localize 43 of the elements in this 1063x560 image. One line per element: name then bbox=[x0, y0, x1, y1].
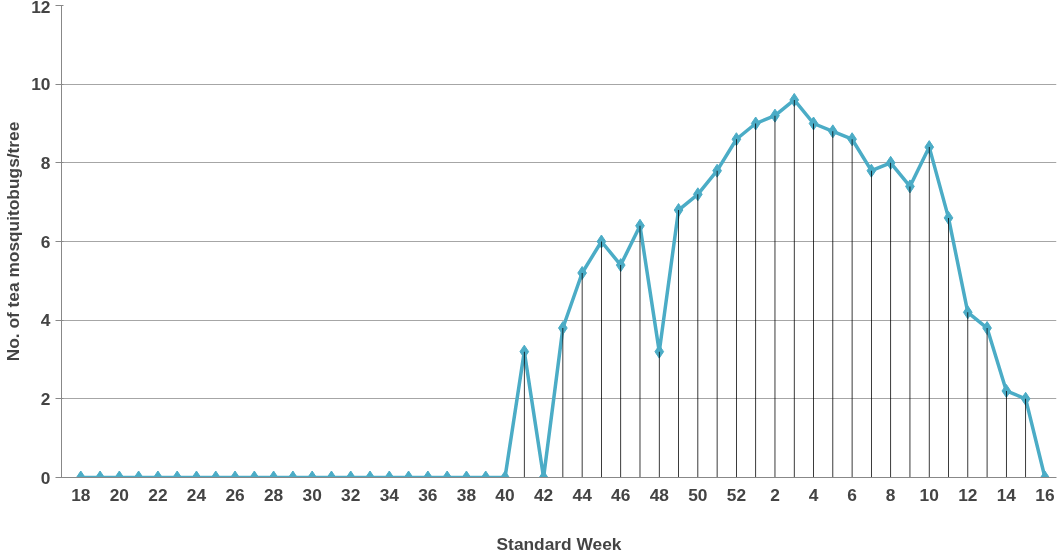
x-tick-label: 34 bbox=[379, 484, 400, 505]
x-tick-label: 10 bbox=[919, 484, 939, 505]
point bbox=[885, 155, 896, 170]
y-tick-label: 4 bbox=[40, 310, 51, 331]
x-tick-label: 36 bbox=[418, 484, 438, 505]
point bbox=[1001, 383, 1012, 398]
point bbox=[750, 116, 761, 131]
y-tick-label: 0 bbox=[40, 467, 51, 488]
point bbox=[943, 210, 954, 225]
x-tick-label: 8 bbox=[885, 484, 896, 505]
x-tick-label: 20 bbox=[109, 484, 129, 505]
y-tick-label: 8 bbox=[40, 152, 51, 173]
y-tick-label: 2 bbox=[40, 388, 51, 409]
x-tick-label: 24 bbox=[186, 484, 207, 505]
x-tick-label: 28 bbox=[263, 484, 284, 505]
y-tick-label: 12 bbox=[31, 0, 51, 17]
x-tick-label: 12 bbox=[958, 484, 978, 505]
x-tick-label: 22 bbox=[148, 484, 168, 505]
x-tick-label: 46 bbox=[611, 484, 631, 505]
x-tick-label: 26 bbox=[225, 484, 246, 505]
point bbox=[596, 234, 607, 249]
point bbox=[789, 92, 800, 107]
y-axis-title: No. of tea mosquitobugs/tree bbox=[3, 121, 24, 362]
x-tick-label: 14 bbox=[996, 484, 1017, 505]
x-tick-label: 38 bbox=[456, 484, 477, 505]
x-axis-title: Standard Week bbox=[496, 533, 622, 554]
x-tick-label: 44 bbox=[572, 484, 593, 505]
x-tick-label: 40 bbox=[495, 484, 515, 505]
x-tick-label: 2 bbox=[770, 484, 780, 505]
y-tick-label: 6 bbox=[40, 231, 51, 252]
x-tick-label: 18 bbox=[71, 484, 91, 505]
y-tick-label: 10 bbox=[31, 74, 51, 95]
x-tick-label: 6 bbox=[847, 484, 858, 505]
point bbox=[808, 116, 819, 131]
x-tick-label: 52 bbox=[726, 484, 747, 505]
x-tick-label: 42 bbox=[533, 484, 554, 505]
point bbox=[866, 163, 877, 178]
x-tick-label: 32 bbox=[341, 484, 361, 505]
x-tick-label: 16 bbox=[1035, 484, 1055, 505]
x-tick-label: 4 bbox=[808, 484, 819, 505]
x-tick-label: 48 bbox=[649, 484, 670, 505]
x-tick-label: 50 bbox=[688, 484, 708, 505]
x-tick-label: 30 bbox=[302, 484, 322, 505]
